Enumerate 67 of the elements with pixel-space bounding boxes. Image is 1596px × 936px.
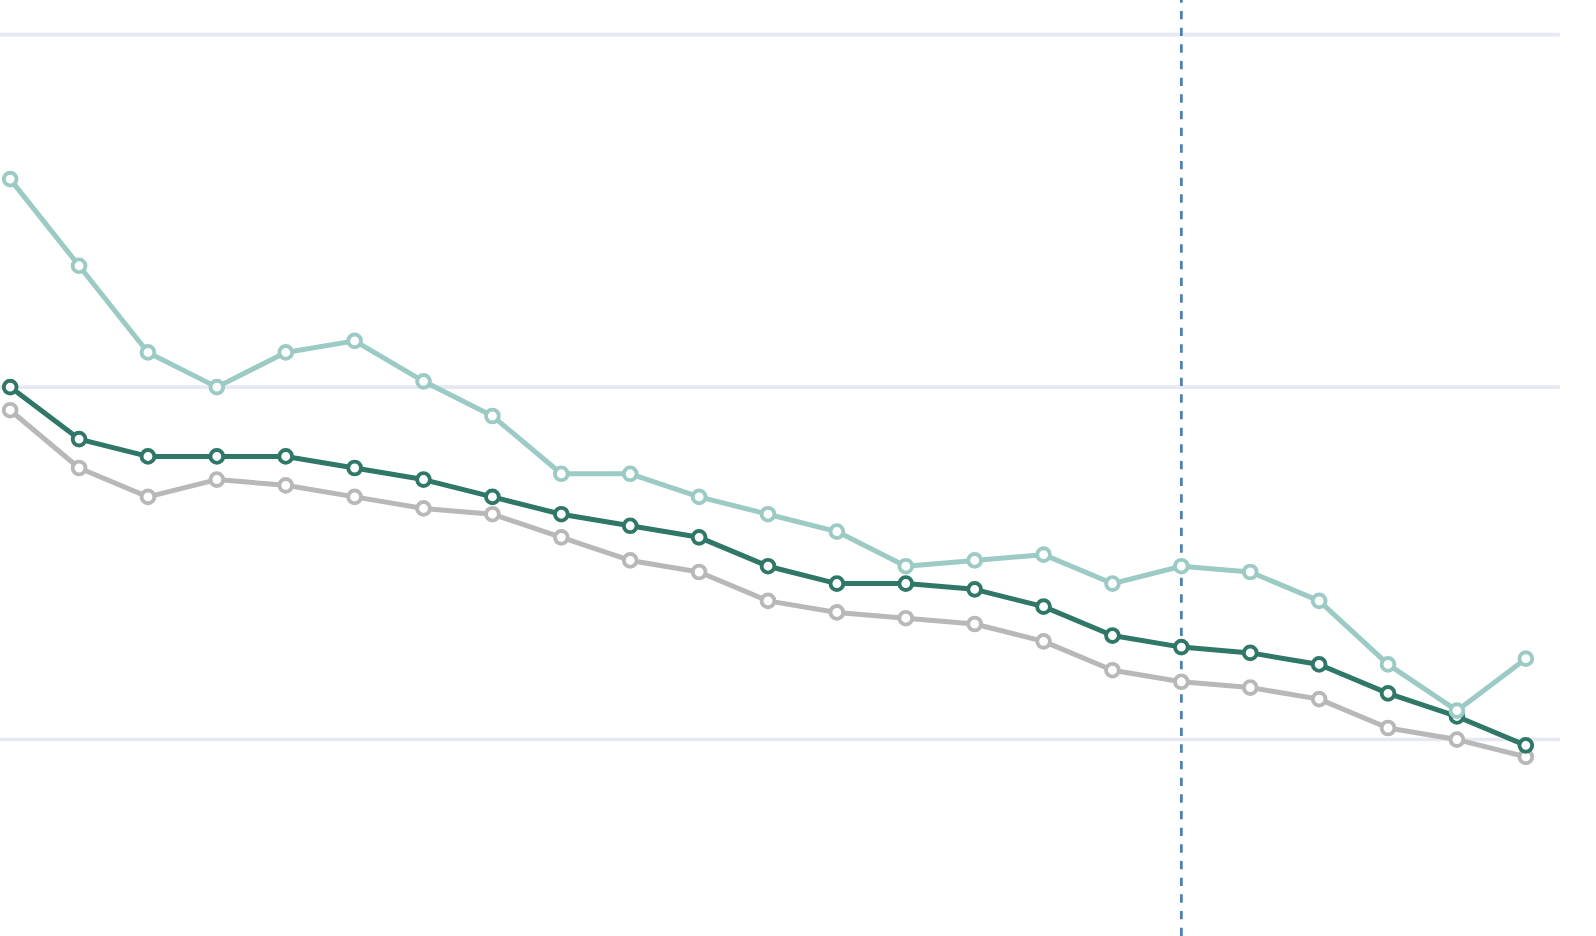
point <box>484 488 501 506</box>
point <box>139 448 157 465</box>
point <box>139 488 157 506</box>
point <box>1104 627 1121 644</box>
point <box>1 378 19 396</box>
point <box>552 528 570 546</box>
point <box>1035 632 1052 650</box>
point <box>897 575 915 592</box>
point <box>1035 546 1052 564</box>
point <box>1241 563 1259 581</box>
point <box>759 592 777 610</box>
point <box>1 170 19 188</box>
point <box>966 552 984 569</box>
point <box>966 580 984 598</box>
point <box>208 471 226 488</box>
point <box>621 465 639 483</box>
point <box>1173 557 1190 575</box>
point <box>70 459 88 477</box>
point <box>346 459 363 477</box>
point <box>1448 702 1466 720</box>
point <box>1517 736 1535 754</box>
point <box>415 471 432 488</box>
point <box>415 372 432 390</box>
point <box>277 448 295 465</box>
point <box>208 378 226 396</box>
point <box>828 604 846 621</box>
point <box>897 609 915 627</box>
point <box>828 523 846 540</box>
point <box>552 465 570 483</box>
point <box>690 563 708 581</box>
point <box>1173 673 1190 691</box>
point <box>1173 638 1190 656</box>
point <box>415 500 432 517</box>
point <box>70 430 88 448</box>
point <box>1104 661 1121 679</box>
point <box>1448 731 1466 748</box>
point <box>1310 690 1328 708</box>
point <box>484 505 501 523</box>
point <box>621 552 639 569</box>
point <box>208 448 226 465</box>
point <box>897 557 915 575</box>
point <box>690 528 708 546</box>
point <box>1379 719 1397 737</box>
point <box>1517 650 1535 668</box>
point <box>1379 684 1397 702</box>
point <box>70 257 88 275</box>
point <box>1310 592 1328 610</box>
point <box>552 505 570 523</box>
point <box>759 505 777 523</box>
point <box>346 332 363 350</box>
point <box>1035 598 1052 616</box>
point <box>1379 656 1397 673</box>
point <box>1 401 19 419</box>
point <box>139 344 157 361</box>
point <box>1241 679 1259 696</box>
point <box>759 557 777 575</box>
point <box>1241 644 1259 662</box>
point <box>484 407 501 425</box>
point <box>828 575 846 592</box>
point <box>346 488 363 506</box>
point <box>621 517 639 535</box>
point <box>1104 575 1121 592</box>
point <box>966 615 984 633</box>
point <box>277 344 295 361</box>
point <box>690 488 708 506</box>
point <box>1310 656 1328 673</box>
point <box>277 476 295 494</box>
